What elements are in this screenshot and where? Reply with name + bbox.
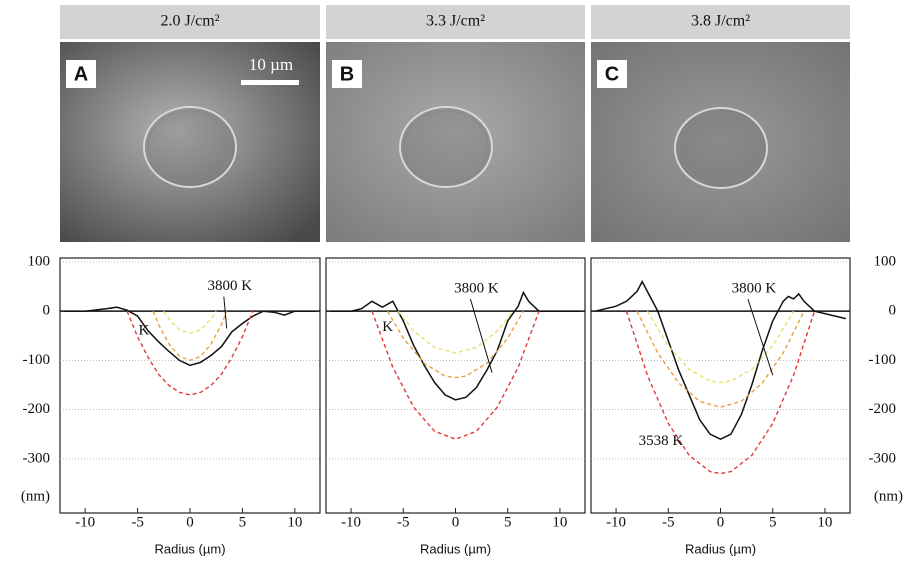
plot-frame: [59, 257, 321, 514]
annotation: K: [382, 319, 393, 335]
y-tick-label: 100: [874, 253, 897, 269]
crater-rim: [147, 110, 233, 184]
x-tick-label: 5: [769, 514, 777, 530]
x-tick-label: 10: [552, 514, 567, 530]
annotation: 3800 K: [454, 280, 499, 296]
x-tick-label: -5: [131, 514, 144, 530]
x-tick-label: 5: [239, 514, 247, 530]
panel-header: 3.8 J/cm²: [691, 13, 750, 30]
x-tick-label: -10: [606, 514, 626, 530]
x-tick-label: 10: [287, 514, 302, 530]
measured-profile: [64, 306, 316, 367]
panel-label: B: [340, 63, 354, 85]
panel-label: A: [74, 63, 88, 85]
model-curve: [126, 310, 254, 396]
annotation-arrow: [747, 298, 774, 376]
x-tick-label: 0: [186, 514, 194, 530]
scale-bar-label: 10 µm: [249, 55, 293, 74]
crater: [399, 106, 493, 188]
x-tick-label: -10: [75, 514, 95, 530]
y-tick-label: -100: [869, 352, 897, 368]
panel-header: 2.0 J/cm²: [160, 13, 219, 30]
annotation-arrow: [469, 298, 493, 373]
x-tick-label: 5: [504, 514, 512, 530]
model-curve: [163, 310, 217, 335]
y-tick-label: 0: [889, 303, 897, 319]
header-bar: [60, 5, 320, 39]
y-tick-label: -100: [23, 352, 51, 368]
x-axis-label: Radius (µm): [420, 541, 491, 556]
y-tick-label: -200: [869, 401, 897, 417]
panel-header: 3.3 J/cm²: [426, 13, 485, 30]
x-axis-label: Radius (µm): [685, 541, 756, 556]
x-tick-label: 0: [452, 514, 460, 530]
x-tick-label: -5: [662, 514, 675, 530]
y-tick-label: 100: [28, 253, 51, 269]
sem-image: [326, 42, 585, 242]
model-curve: [625, 310, 816, 475]
crater: [674, 107, 768, 189]
header-bar: [326, 5, 585, 39]
y-axis-label: (nm): [21, 488, 50, 504]
y-axis-label: (nm): [874, 488, 903, 504]
model-curve: [371, 310, 540, 440]
crater-rim: [403, 110, 489, 184]
label-box: [597, 60, 627, 88]
annotation: 3538 K: [639, 433, 684, 449]
crater: [143, 106, 237, 188]
measured-profile: [595, 279, 846, 441]
model-curve: [397, 310, 514, 354]
y-tick-label: 0: [43, 303, 51, 319]
label-box: [332, 60, 362, 88]
plot-frame: [590, 257, 851, 514]
annotation: 3800 K: [732, 280, 777, 296]
sem-image: [591, 42, 850, 242]
annotation: K: [138, 322, 149, 338]
x-tick-label: 0: [717, 514, 725, 530]
model-curve: [152, 310, 228, 362]
measured-profile: [330, 290, 581, 401]
model-curve: [636, 310, 805, 408]
sem-image: [60, 42, 320, 242]
annotation: 3800 K: [208, 278, 253, 294]
x-axis-label: Radius (µm): [154, 541, 225, 556]
crater-rim: [678, 111, 764, 185]
annotation-arrow: [223, 296, 228, 329]
panel-label: C: [605, 63, 619, 85]
x-tick-label: -10: [341, 514, 361, 530]
header-bar: [591, 5, 850, 39]
model-curve: [386, 310, 525, 379]
x-tick-label: -5: [397, 514, 410, 530]
label-box: [66, 60, 96, 88]
scale-bar: [241, 80, 299, 85]
y-tick-label: -200: [23, 401, 51, 417]
y-tick-label: -300: [23, 450, 51, 466]
x-tick-label: 10: [817, 514, 832, 530]
y-tick-label: -300: [869, 450, 897, 466]
